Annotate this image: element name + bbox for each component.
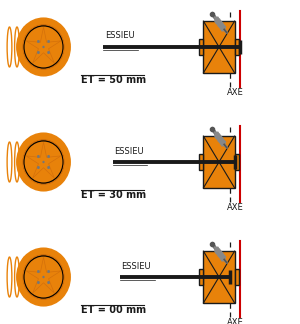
Circle shape: [37, 281, 40, 284]
Bar: [203, 251, 235, 303]
Polygon shape: [26, 27, 61, 63]
Text: AXE: AXE: [226, 88, 243, 98]
Text: ET = 30 mm: ET = 30 mm: [81, 190, 146, 200]
Circle shape: [47, 155, 50, 158]
Circle shape: [37, 155, 40, 158]
Circle shape: [42, 161, 45, 163]
Circle shape: [47, 281, 50, 284]
Text: ESSIEU: ESSIEU: [122, 261, 151, 271]
Text: ET = 50 mm: ET = 50 mm: [81, 75, 146, 85]
Polygon shape: [26, 142, 61, 178]
Circle shape: [42, 46, 45, 48]
Circle shape: [17, 18, 70, 75]
Circle shape: [37, 270, 40, 273]
Bar: [235, 154, 239, 170]
Text: AXE: AXE: [226, 318, 243, 324]
Circle shape: [25, 142, 62, 182]
Circle shape: [37, 40, 40, 43]
Circle shape: [47, 40, 50, 43]
Circle shape: [47, 166, 50, 169]
Text: AXE: AXE: [226, 203, 243, 213]
Bar: [203, 136, 235, 188]
Polygon shape: [26, 257, 61, 293]
Circle shape: [25, 257, 62, 297]
Bar: [235, 269, 239, 285]
Circle shape: [23, 25, 64, 69]
Circle shape: [23, 255, 64, 299]
Circle shape: [23, 140, 64, 184]
Text: ESSIEU: ESSIEU: [105, 31, 135, 40]
Circle shape: [17, 133, 70, 191]
Bar: [235, 39, 239, 55]
Circle shape: [47, 51, 50, 54]
Bar: [200, 39, 203, 55]
Bar: [200, 154, 203, 170]
Circle shape: [42, 276, 45, 278]
Circle shape: [47, 270, 50, 273]
Circle shape: [37, 51, 40, 54]
Circle shape: [37, 166, 40, 169]
Bar: [203, 21, 235, 73]
Bar: [200, 269, 203, 285]
Circle shape: [25, 27, 62, 67]
Text: ET = 00 mm: ET = 00 mm: [81, 305, 146, 315]
Text: ESSIEU: ESSIEU: [114, 146, 144, 156]
Circle shape: [17, 249, 70, 306]
